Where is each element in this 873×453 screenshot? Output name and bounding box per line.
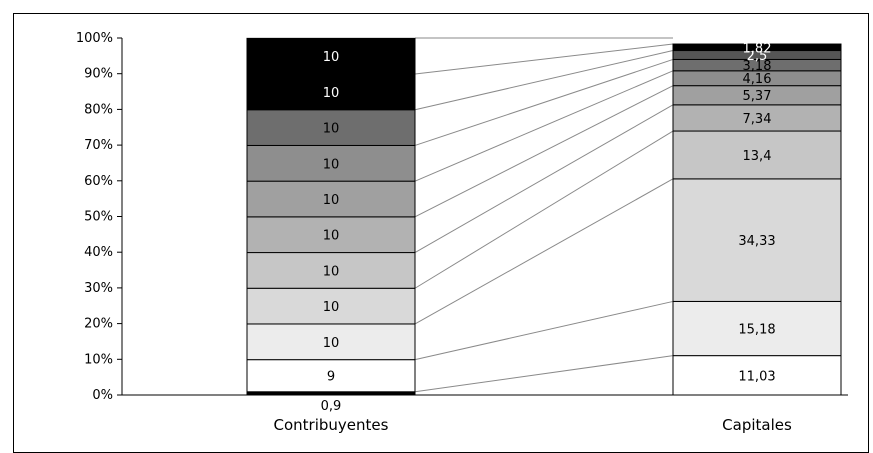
x-axis-categories: Contribuyentes Capitales: [274, 416, 792, 434]
connector-line: [414, 70, 674, 182]
data-label: 10: [323, 122, 340, 137]
bar-segment: [672, 300, 842, 357]
data-label: 4,16: [743, 72, 772, 87]
connector-line: [414, 104, 674, 253]
data-label: 13,4: [743, 149, 772, 164]
category-label: Contribuyentes: [274, 416, 389, 434]
bar-segment: [246, 216, 416, 254]
data-label: 2,5: [747, 49, 768, 64]
connector-line: [414, 58, 674, 146]
y-tick-label: 30%: [84, 281, 113, 296]
y-axis: 0% 10% 20% 30% 40% 50% 60% 70% 80% 90% 100%: [76, 31, 848, 403]
bar-capitales: 11,03 15,18 34,33 13,4 7,34 5,37 4,163,182,51,…: [672, 41, 842, 396]
data-label: 10: [323, 300, 340, 315]
data-label: 34,33: [738, 234, 775, 249]
y-tick-label: 80%: [84, 102, 113, 117]
connector-line: [414, 43, 674, 75]
data-label: 0,9: [321, 399, 342, 414]
category-label: Capitales: [722, 416, 792, 434]
data-label: 10: [323, 86, 340, 101]
bar-segment: [672, 178, 842, 302]
bar-segment: [246, 287, 416, 325]
bar-segment: [246, 252, 416, 289]
stacked-percent-bar-chart: 0,9 9 10 10 10 10 10 10 10 10 10 11,03 15,18 34,33 13…: [76, 31, 848, 434]
data-label: 9: [327, 370, 335, 385]
bar-segment: [672, 43, 842, 52]
connector-line: [414, 50, 674, 111]
bar-segment: [246, 359, 416, 393]
data-label: 5,37: [743, 89, 772, 104]
connector-line: [414, 85, 674, 218]
data-label: 10: [323, 157, 340, 172]
connector-line: [414, 178, 674, 325]
y-tick-label: 0%: [92, 388, 113, 403]
y-tick-label: 90%: [84, 67, 113, 82]
data-label: 10: [323, 229, 340, 244]
y-tick-label: 100%: [76, 31, 113, 46]
y-tick-label: 60%: [84, 174, 113, 189]
connector-lines: [414, 37, 674, 396]
data-label: 7,34: [743, 112, 772, 127]
bar-segment: [672, 130, 842, 180]
bar-segment: [246, 109, 416, 146]
data-label: 10: [323, 50, 340, 65]
data-label: 10: [323, 336, 340, 351]
data-label: 1,82: [743, 41, 772, 56]
y-tick-label: 50%: [84, 210, 113, 225]
data-label: 11,03: [738, 369, 775, 384]
bar-segment: [246, 180, 416, 218]
connector-line: [414, 300, 674, 361]
chart-frame: 0,9 9 10 10 10 10 10 10 10 10 10 11,03 15,18 34,33 13…: [13, 13, 869, 453]
data-label: 15,18: [738, 323, 775, 338]
bar-segment: [672, 355, 842, 396]
connector-line: [414, 355, 674, 393]
y-tick-label: 20%: [84, 317, 113, 332]
bar-contribuyentes: 0,9 9 10 10 10 10 10 10 10 10 10: [246, 37, 416, 414]
bar-segment: [246, 37, 416, 75]
data-label: 10: [323, 264, 340, 279]
bar-segment: [246, 144, 416, 182]
y-tick-label: 40%: [84, 245, 113, 260]
bar-segment: [246, 73, 416, 111]
connector-line: [414, 130, 674, 289]
y-tick-label: 70%: [84, 138, 113, 153]
y-tick-label: 10%: [84, 352, 113, 367]
data-label: 3,18: [743, 59, 772, 74]
data-label: 10: [323, 193, 340, 208]
